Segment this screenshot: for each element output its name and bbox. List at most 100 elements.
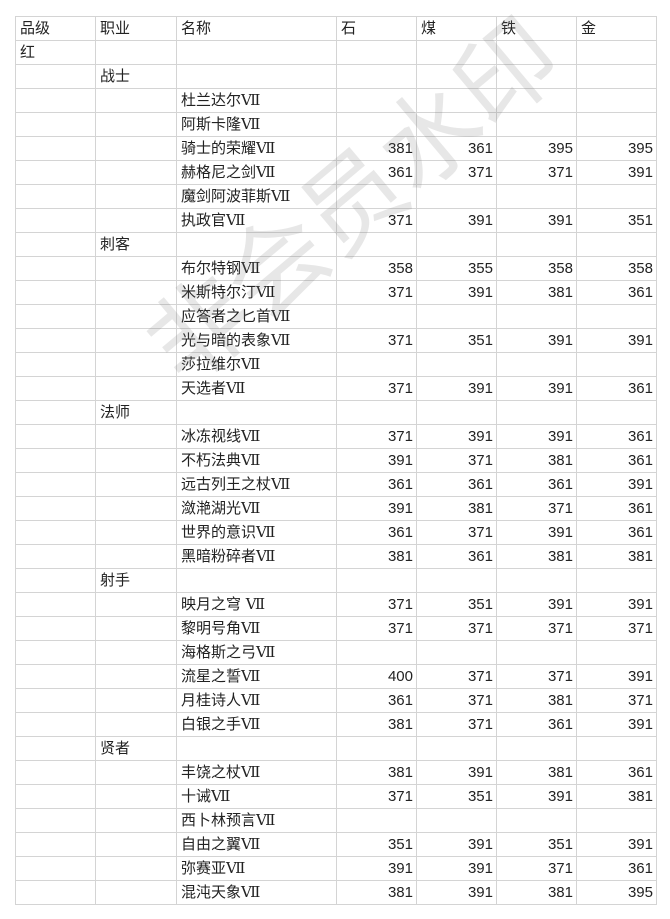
cell-class[interactable] bbox=[95, 856, 177, 881]
cell-grade[interactable] bbox=[15, 184, 96, 209]
cell-gold[interactable]: 361 bbox=[576, 520, 657, 545]
cell-stone[interactable]: 351 bbox=[336, 832, 417, 857]
cell-stone[interactable]: 381 bbox=[336, 136, 417, 161]
cell-grade[interactable] bbox=[15, 880, 96, 905]
cell-coal[interactable]: 371 bbox=[416, 688, 497, 713]
cell-name[interactable]: 阿斯卡隆Ⅶ bbox=[176, 112, 337, 137]
cell-class[interactable] bbox=[95, 112, 177, 137]
cell-coal[interactable] bbox=[416, 112, 497, 137]
cell-class[interactable] bbox=[95, 160, 177, 185]
cell-iron[interactable]: 391 bbox=[496, 520, 577, 545]
header-class[interactable]: 职业 bbox=[95, 16, 177, 41]
cell-gold[interactable]: 395 bbox=[576, 880, 657, 905]
cell-class[interactable] bbox=[95, 40, 177, 65]
cell-class[interactable] bbox=[95, 424, 177, 449]
cell-grade[interactable] bbox=[15, 736, 96, 761]
cell-grade[interactable] bbox=[15, 136, 96, 161]
cell-stone[interactable]: 361 bbox=[336, 688, 417, 713]
cell-grade[interactable] bbox=[15, 400, 96, 425]
cell-coal[interactable]: 391 bbox=[416, 832, 497, 857]
cell-name[interactable]: 映月之穹 Ⅶ bbox=[176, 592, 337, 617]
cell-grade[interactable] bbox=[15, 568, 96, 593]
cell-class[interactable]: 贤者 bbox=[95, 736, 177, 761]
cell-coal[interactable]: 391 bbox=[416, 208, 497, 233]
cell-iron[interactable] bbox=[496, 352, 577, 377]
cell-coal[interactable] bbox=[416, 304, 497, 329]
cell-coal[interactable]: 371 bbox=[416, 712, 497, 737]
cell-class[interactable] bbox=[95, 880, 177, 905]
cell-class[interactable] bbox=[95, 328, 177, 353]
cell-iron[interactable]: 391 bbox=[496, 424, 577, 449]
cell-coal[interactable]: 355 bbox=[416, 256, 497, 281]
cell-stone[interactable]: 371 bbox=[336, 208, 417, 233]
cell-grade[interactable] bbox=[15, 352, 96, 377]
cell-stone[interactable] bbox=[336, 304, 417, 329]
cell-name[interactable]: 杜兰达尔Ⅶ bbox=[176, 88, 337, 113]
cell-iron[interactable]: 381 bbox=[496, 280, 577, 305]
cell-iron[interactable]: 381 bbox=[496, 760, 577, 785]
cell-stone[interactable]: 371 bbox=[336, 616, 417, 641]
cell-gold[interactable]: 391 bbox=[576, 664, 657, 689]
cell-name[interactable]: 赫格尼之剑Ⅶ bbox=[176, 160, 337, 185]
cell-grade[interactable] bbox=[15, 664, 96, 689]
cell-class[interactable] bbox=[95, 808, 177, 833]
cell-iron[interactable] bbox=[496, 400, 577, 425]
cell-coal[interactable] bbox=[416, 640, 497, 665]
cell-name[interactable]: 光与暗的表象Ⅶ bbox=[176, 328, 337, 353]
header-coal[interactable]: 煤 bbox=[416, 16, 497, 41]
cell-grade[interactable] bbox=[15, 688, 96, 713]
cell-grade[interactable] bbox=[15, 112, 96, 137]
cell-coal[interactable]: 371 bbox=[416, 664, 497, 689]
cell-grade[interactable] bbox=[15, 520, 96, 545]
cell-name[interactable]: 莎拉维尔Ⅶ bbox=[176, 352, 337, 377]
cell-coal[interactable] bbox=[416, 184, 497, 209]
cell-grade[interactable] bbox=[15, 496, 96, 521]
cell-gold[interactable]: 381 bbox=[576, 544, 657, 569]
cell-coal[interactable] bbox=[416, 808, 497, 833]
cell-class[interactable] bbox=[95, 208, 177, 233]
cell-iron[interactable]: 381 bbox=[496, 448, 577, 473]
cell-coal[interactable] bbox=[416, 352, 497, 377]
cell-coal[interactable] bbox=[416, 400, 497, 425]
cell-name[interactable]: 十诫Ⅶ bbox=[176, 784, 337, 809]
cell-class[interactable] bbox=[95, 592, 177, 617]
cell-iron[interactable]: 361 bbox=[496, 472, 577, 497]
cell-coal[interactable]: 391 bbox=[416, 376, 497, 401]
cell-name[interactable]: 应答者之匕首Ⅶ bbox=[176, 304, 337, 329]
cell-iron[interactable]: 391 bbox=[496, 784, 577, 809]
cell-gold[interactable] bbox=[576, 184, 657, 209]
cell-class[interactable] bbox=[95, 616, 177, 641]
cell-coal[interactable] bbox=[416, 568, 497, 593]
cell-coal[interactable] bbox=[416, 232, 497, 257]
cell-class[interactable] bbox=[95, 496, 177, 521]
cell-iron[interactable] bbox=[496, 640, 577, 665]
cell-class[interactable] bbox=[95, 304, 177, 329]
cell-gold[interactable]: 391 bbox=[576, 472, 657, 497]
cell-iron[interactable]: 358 bbox=[496, 256, 577, 281]
cell-grade[interactable] bbox=[15, 304, 96, 329]
cell-stone[interactable]: 391 bbox=[336, 496, 417, 521]
cell-name[interactable]: 流星之誓Ⅶ bbox=[176, 664, 337, 689]
cell-iron[interactable]: 381 bbox=[496, 880, 577, 905]
cell-class[interactable] bbox=[95, 184, 177, 209]
cell-gold[interactable]: 361 bbox=[576, 856, 657, 881]
cell-iron[interactable]: 391 bbox=[496, 376, 577, 401]
cell-name[interactable]: 黑暗粉碎者Ⅶ bbox=[176, 544, 337, 569]
cell-stone[interactable]: 381 bbox=[336, 544, 417, 569]
cell-class[interactable] bbox=[95, 544, 177, 569]
cell-name[interactable]: 不朽法典Ⅶ bbox=[176, 448, 337, 473]
cell-stone[interactable]: 361 bbox=[336, 472, 417, 497]
cell-name[interactable]: 骑士的荣耀Ⅶ bbox=[176, 136, 337, 161]
cell-iron[interactable]: 371 bbox=[496, 496, 577, 521]
cell-grade[interactable] bbox=[15, 64, 96, 89]
cell-gold[interactable] bbox=[576, 88, 657, 113]
cell-stone[interactable] bbox=[336, 352, 417, 377]
cell-class[interactable] bbox=[95, 88, 177, 113]
cell-grade[interactable] bbox=[15, 616, 96, 641]
cell-stone[interactable]: 371 bbox=[336, 376, 417, 401]
cell-name[interactable]: 魔剑阿波菲斯Ⅶ bbox=[176, 184, 337, 209]
cell-iron[interactable]: 371 bbox=[496, 856, 577, 881]
cell-stone[interactable] bbox=[336, 88, 417, 113]
cell-name[interactable]: 白银之手Ⅶ bbox=[176, 712, 337, 737]
cell-grade[interactable] bbox=[15, 544, 96, 569]
